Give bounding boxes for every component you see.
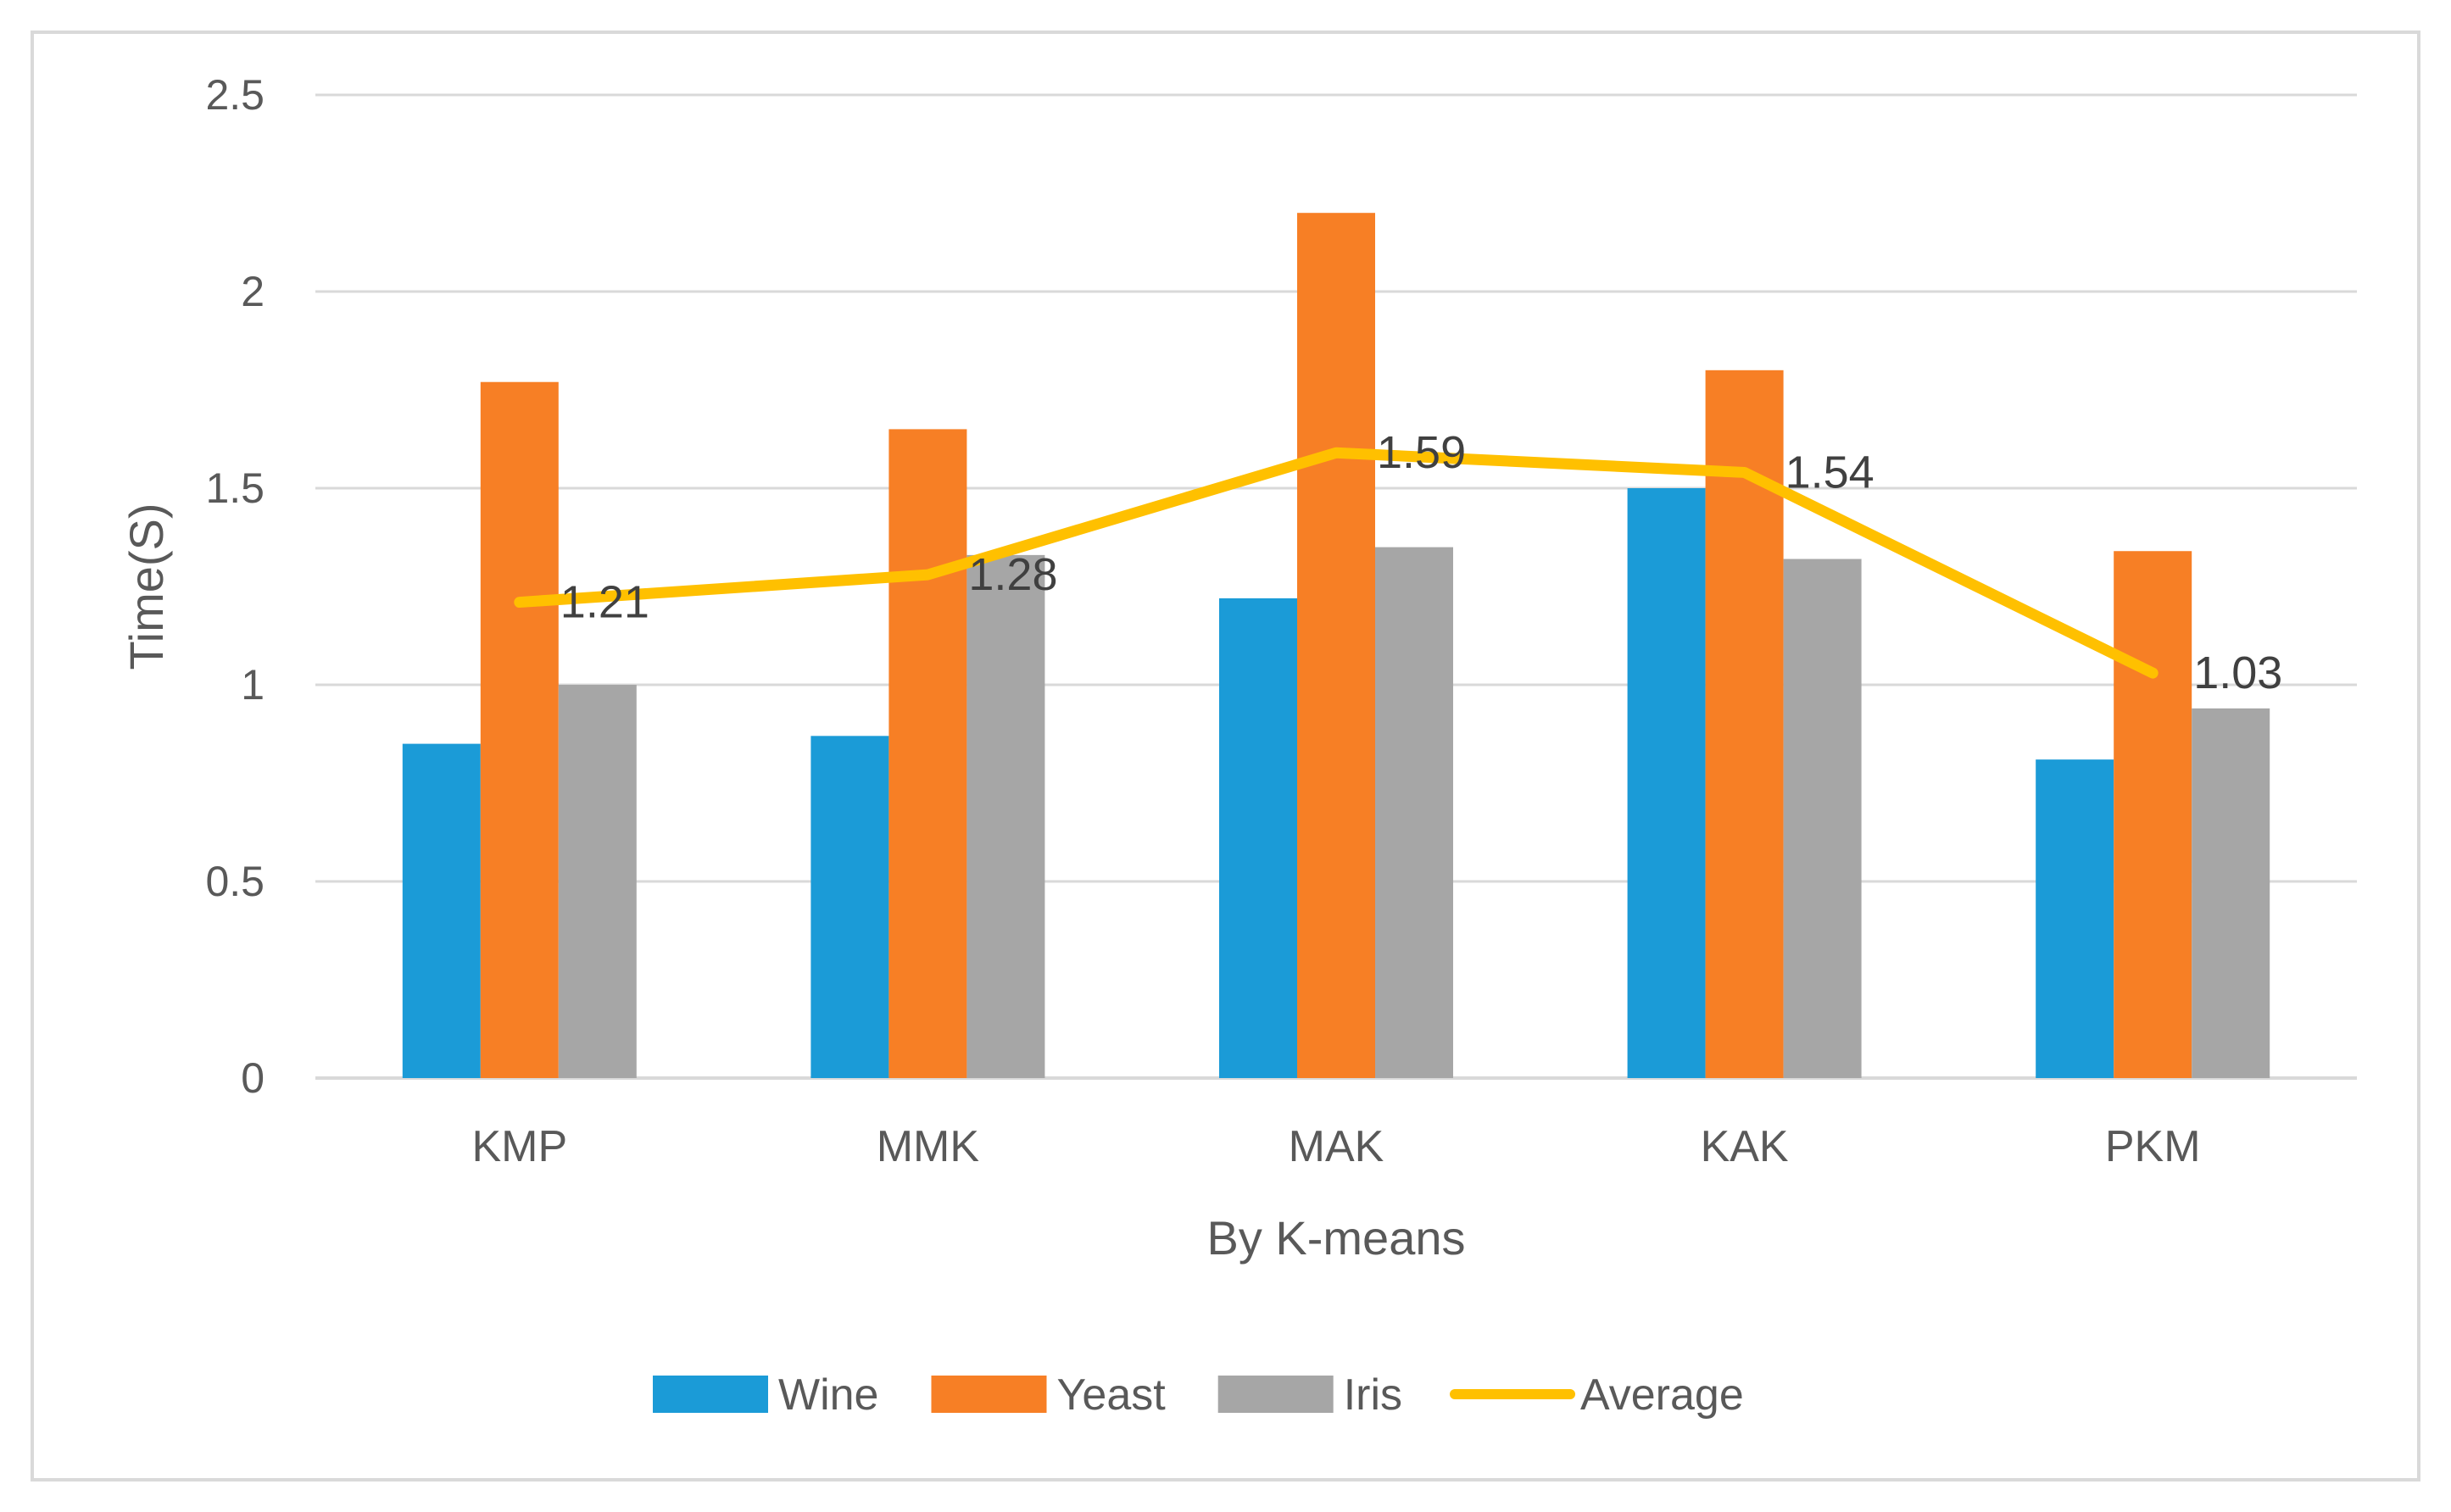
point-average-kak xyxy=(1743,471,1746,474)
x-tick-label-pkm: PKM xyxy=(2105,1122,2201,1171)
y-tick-label: 1 xyxy=(241,661,265,709)
legend-label-average: Average xyxy=(1580,1370,1744,1420)
x-tick-labels: KMP MMK MAK KAK PKM xyxy=(471,1122,2200,1171)
bar-yeast-kmp xyxy=(480,381,559,1079)
data-label-mmk: 1.28 xyxy=(968,549,1057,600)
bar-yeast-mak xyxy=(1297,213,1375,1078)
bar-wine-mak xyxy=(1219,598,1297,1078)
bar-iris-kmp xyxy=(558,685,637,1078)
legend-swatch-wine xyxy=(653,1376,768,1413)
bar-iris-pkm xyxy=(2192,708,2270,1078)
bar-iris-mmk xyxy=(966,554,1045,1078)
point-average-mmk xyxy=(927,574,929,576)
x-tick-label-kmp: KMP xyxy=(471,1122,567,1171)
data-labels: 1.21 1.28 1.59 1.54 1.03 xyxy=(560,427,2283,698)
data-label-kmp: 1.21 xyxy=(560,577,649,628)
legend: Wine Yeast Iris Average xyxy=(653,1370,1744,1420)
x-axis-title: By K-means xyxy=(1207,1211,1466,1265)
y-tick-label: 2 xyxy=(241,268,265,315)
point-average-mak xyxy=(1335,452,1337,454)
y-tick-label: 2.5 xyxy=(205,71,265,119)
bar-yeast-mmk xyxy=(888,429,967,1078)
data-label-pkm: 1.03 xyxy=(2193,648,2282,698)
bar-iris-mak xyxy=(1375,547,1453,1078)
bar-wine-kak xyxy=(1627,488,1706,1078)
legend-label-iris: Iris xyxy=(1344,1370,1402,1420)
point-average-pkm xyxy=(2152,672,2154,675)
data-label-mak: 1.59 xyxy=(1377,427,1466,478)
point-average-kmp xyxy=(518,601,521,603)
legend-swatch-yeast xyxy=(931,1376,1047,1413)
average-line xyxy=(514,447,2159,679)
legend-swatch-iris xyxy=(1217,1376,1334,1413)
legend-label-yeast: Yeast xyxy=(1056,1370,1166,1420)
y-tick-labels: 0 0.5 1 1.5 2 2.5 xyxy=(205,71,265,1102)
data-label-kak: 1.54 xyxy=(1785,447,1874,498)
bar-iris-kak xyxy=(1783,559,1862,1078)
bar-wine-kmp xyxy=(402,743,481,1078)
x-tick-label-mak: MAK xyxy=(1289,1122,1384,1171)
y-tick-label: 0.5 xyxy=(205,858,265,905)
y-tick-label: 1.5 xyxy=(205,464,265,512)
x-tick-label-mmk: MMK xyxy=(877,1122,980,1171)
legend-label-wine: Wine xyxy=(778,1370,878,1420)
bar-wine-pkm xyxy=(2036,759,2114,1078)
bar-wine-mmk xyxy=(811,736,889,1078)
y-axis-title: Time(S) xyxy=(120,503,173,670)
y-tick-label: 0 xyxy=(241,1054,265,1102)
bars xyxy=(402,213,2270,1079)
bar-yeast-pkm xyxy=(2114,551,2192,1078)
x-tick-label-kak: KAK xyxy=(1701,1122,1789,1171)
